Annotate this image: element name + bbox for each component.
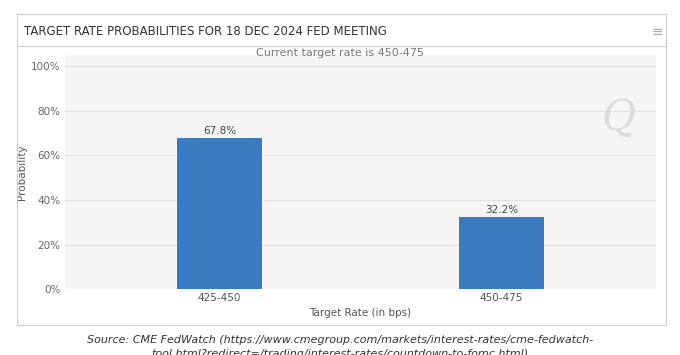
Text: 67.8%: 67.8% bbox=[203, 126, 236, 136]
Text: Q: Q bbox=[601, 97, 636, 139]
Bar bbox=[177, 138, 262, 289]
Bar bbox=[459, 218, 543, 289]
Text: Current target rate is 450-475: Current target rate is 450-475 bbox=[256, 48, 424, 58]
Text: 32.2%: 32.2% bbox=[485, 205, 517, 215]
Y-axis label: Probability: Probability bbox=[17, 144, 27, 200]
Text: ≡: ≡ bbox=[651, 25, 663, 39]
X-axis label: Target Rate (in bps): Target Rate (in bps) bbox=[309, 308, 411, 318]
Text: TARGET RATE PROBABILITIES FOR 18 DEC 2024 FED MEETING: TARGET RATE PROBABILITIES FOR 18 DEC 202… bbox=[24, 25, 387, 38]
Text: Source: CME FedWatch (https://www.cmegroup.com/markets/interest-rates/cme-fedwat: Source: CME FedWatch (https://www.cmegro… bbox=[87, 335, 593, 355]
